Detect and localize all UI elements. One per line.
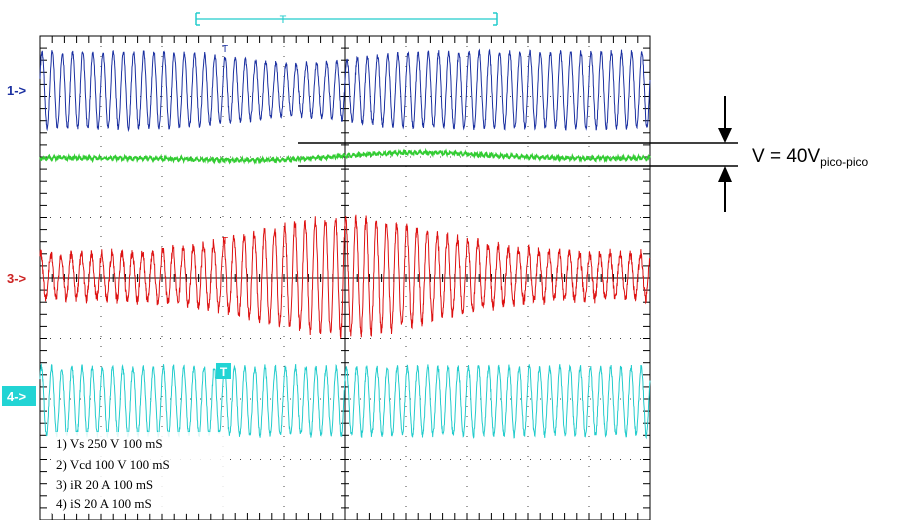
trigger-marks: T T T — [216, 44, 231, 379]
ch3-trigger-mark: T — [222, 236, 228, 247]
ch4-marker-bg — [2, 386, 36, 406]
legend-ch1: 1) Vs 250 V 100 mS — [56, 436, 163, 451]
channel-legend: 1) Vs 250 V 100 mS 2) Vcd 100 V 100 mS 3… — [52, 432, 228, 514]
trigger-bracket: T — [195, 12, 498, 26]
channel-markers: 1-> 3-> 4-> — [2, 83, 36, 406]
ch4-marker: 4-> — [7, 389, 27, 404]
annotation-subscript: pico-pico — [820, 155, 868, 169]
amplitude-annotation: V = 40Vpico-pico — [298, 96, 868, 212]
annotation-main: V = 40V — [752, 146, 820, 167]
ch2-trace — [39, 147, 651, 165]
ch4-trigger-box — [216, 363, 231, 379]
waveforms — [39, 48, 651, 440]
legend-ch2: 2) Vcd 100 V 100 mS — [56, 457, 170, 472]
ch3-marker: 3-> — [7, 271, 27, 286]
ch1-trigger-mark: T — [222, 44, 228, 55]
ch1-marker: 1-> — [7, 83, 27, 98]
legend-ch4: 4) iS 20 A 100 mS — [56, 496, 152, 511]
ch4-trigger-mark: T — [220, 365, 228, 379]
legend-ch3: 3) iR 20 A 100 mS — [56, 477, 153, 492]
ch1-trace — [39, 48, 651, 133]
annot-arrow-up-head — [718, 166, 732, 182]
annot-arrow-down-head — [718, 128, 732, 143]
bracket-trigger-label: T — [280, 14, 287, 26]
ch3-trace — [39, 214, 651, 340]
ch4-trace — [39, 362, 651, 440]
annotation-text: V = 40Vpico-pico — [752, 146, 868, 169]
